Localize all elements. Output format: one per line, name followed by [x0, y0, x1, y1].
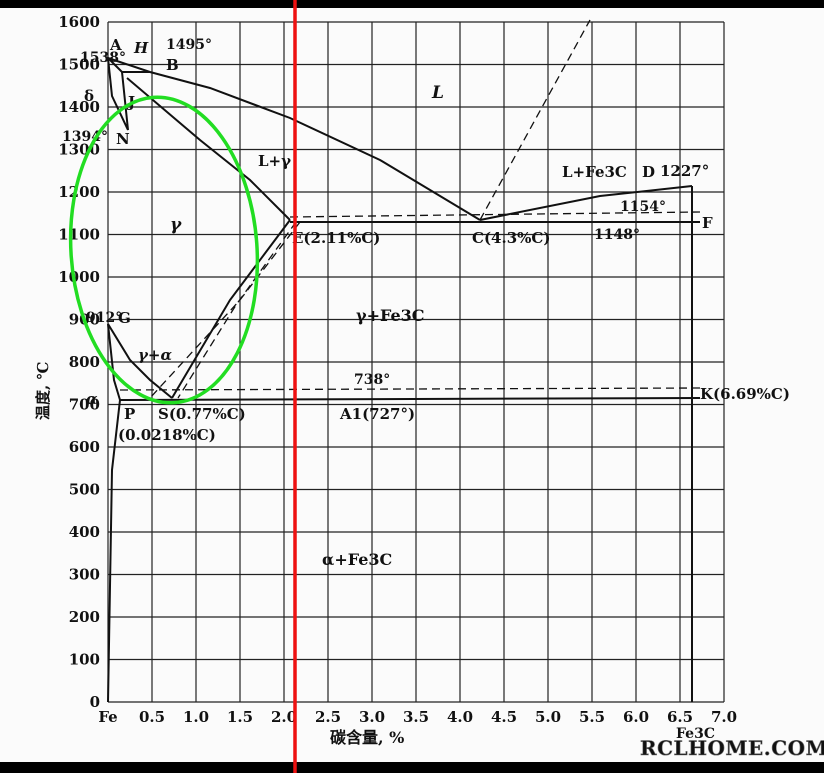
x-tick-label: 3.0	[359, 708, 385, 726]
x-tick-label: 4.5	[491, 708, 517, 726]
point-h: H	[133, 39, 149, 57]
x-tick-label: 4.0	[447, 708, 473, 726]
x-tick-label: 0.5	[139, 708, 165, 726]
dashed-es-line	[177, 221, 297, 399]
label-912: 912°	[86, 310, 122, 326]
x-tick-label: 2.0	[271, 708, 297, 726]
label-1154: 1154°	[620, 199, 666, 215]
gamma-solvus-es-line	[171, 219, 291, 399]
y-tick-label: 100	[69, 651, 100, 669]
dashed-eutectoid-line	[119, 387, 701, 391]
region-gamma-alpha: γ+α	[138, 346, 172, 364]
x-tick-label: Fe	[98, 708, 117, 726]
label-1495: 1495°	[166, 37, 212, 53]
x-axis-label: 碳含量, %	[330, 728, 404, 747]
point-s: S(0.77%C)	[158, 405, 246, 423]
x-tick-label: 3.5	[403, 708, 429, 726]
region-liquid-fe3c: L+Fe3C	[562, 163, 627, 181]
liquidus-abc	[107, 57, 481, 221]
y-tick-label: 1500	[58, 56, 100, 74]
region-liquid-gamma: L+γ	[258, 152, 291, 170]
gs-line	[107, 323, 173, 399]
y-tick-label: 400	[69, 523, 100, 541]
x-axis-tick-labels: Fe 0.5 1.0 1.5 2.0 2.5 3.0 3.5 4.0 4.5 5.0 5.5 6.0 6.…	[98, 708, 737, 726]
y-tick-label: 200	[69, 608, 100, 626]
green-highlight-ellipse	[68, 95, 260, 405]
y-tick-label: 300	[69, 566, 100, 584]
point-p: P	[124, 405, 135, 423]
x-tick-label: 5.5	[579, 708, 605, 726]
liquidus-cd-line	[479, 185, 693, 221]
watermark-text: RCLHOME.COM	[640, 736, 824, 760]
eutectoid-psk-line	[119, 397, 701, 401]
point-f: F	[702, 214, 713, 232]
point-e: E(2.11%C)	[292, 229, 380, 247]
y-tick-label: 800	[69, 353, 100, 371]
alpha-solvus-line	[107, 399, 121, 703]
x-axis-end-label: Fe3C	[676, 726, 715, 742]
point-d: D	[642, 163, 655, 181]
point-delta: δ	[84, 87, 94, 105]
label-1538: 1538°	[80, 50, 126, 66]
y-tick-label: 500	[69, 481, 100, 499]
x-tick-label: 6.5	[667, 708, 693, 726]
region-gamma-fe3c: γ+Fe3C	[356, 306, 425, 325]
dashed-eutectic-line	[289, 211, 701, 218]
y-tick-label: 0	[90, 693, 100, 711]
x-tick-label: 5.0	[535, 708, 561, 726]
label-a1-727: A1(727°)	[339, 405, 415, 423]
y-tick-label: 600	[69, 438, 100, 456]
y-tick-label: 1600	[58, 13, 100, 31]
bottom-black-bar	[0, 762, 824, 773]
phase-boundary-lines	[107, 57, 701, 703]
y-tick-label: 1200	[58, 183, 100, 201]
y-tick-label: 1000	[58, 268, 100, 286]
y-tick-label: 1100	[58, 226, 100, 244]
label-1148: 1148°	[594, 227, 640, 243]
delta-loop-line	[107, 57, 129, 131]
y-axis-tick-labels: 1600150014001300120011001000900800700600…	[58, 13, 100, 711]
top-black-strip	[0, 0, 824, 8]
y-tick-label: 1300	[58, 141, 100, 159]
point-b: B	[166, 56, 179, 74]
point-g: G	[118, 309, 131, 327]
x-tick-label: 1.5	[227, 708, 253, 726]
dashed-lines	[119, 19, 701, 399]
label-738: 738°	[354, 372, 390, 388]
x-tick-label: 1.0	[183, 708, 209, 726]
y-tick-label: 700	[69, 396, 100, 414]
x-tick-label: 7.0	[711, 708, 737, 726]
point-p-composition: (0.0218%C)	[118, 426, 216, 444]
x-tick-label: 2.5	[315, 708, 341, 726]
y-tick-label: 1400	[58, 98, 100, 116]
solidus-je	[126, 77, 291, 221]
region-gamma: γ	[170, 215, 182, 235]
point-a: A	[109, 36, 122, 54]
point-alpha: α	[86, 390, 98, 408]
point-k: K(6.69%C)	[700, 385, 790, 403]
label-1227: 1227°	[660, 162, 709, 180]
point-n: N	[116, 130, 130, 148]
region-liquid: L	[431, 83, 444, 103]
y-axis-label: 温度, ℃	[34, 362, 52, 420]
label-1394: 1394°	[62, 129, 108, 145]
gp-line	[107, 323, 121, 401]
dashed-es-line-2	[149, 221, 301, 399]
x-tick-label: 6.0	[623, 708, 649, 726]
point-c: C(4.3%C)	[472, 229, 550, 247]
region-alpha-fe3c: α+Fe3C	[322, 550, 392, 569]
